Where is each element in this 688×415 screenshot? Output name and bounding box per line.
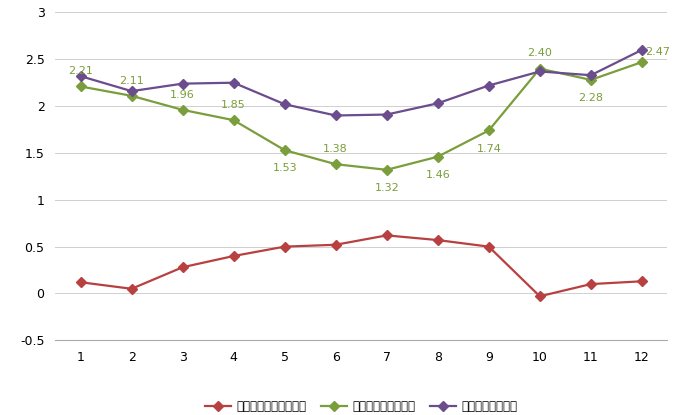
全国平均－北海道 <box>383 112 391 117</box>
九州・沖縄－北海道 <box>383 167 391 172</box>
全国平均－九州・沖縄 <box>383 233 391 238</box>
九州・沖縄－北海道 <box>76 84 85 89</box>
全国平均－北海道 <box>281 102 289 107</box>
Text: 2.28: 2.28 <box>579 93 603 103</box>
全国平均－北海道 <box>178 81 186 86</box>
Line: 全国平均－北海道: 全国平均－北海道 <box>77 46 645 119</box>
全国平均－北海道 <box>230 80 238 85</box>
全国平均－北海道 <box>484 83 493 88</box>
全国平均－北海道 <box>332 113 340 118</box>
Legend: 全国平均－九州・沖縄, 九州・沖縄－北海道, 全国平均－北海道: 全国平均－九州・沖縄, 九州・沖縄－北海道, 全国平均－北海道 <box>200 395 522 415</box>
全国平均－北海道 <box>587 73 595 78</box>
Text: 1.38: 1.38 <box>323 144 348 154</box>
全国平均－九州・沖縄 <box>433 237 442 242</box>
Text: 2.21: 2.21 <box>68 66 93 76</box>
全国平均－北海道 <box>536 69 544 74</box>
九州・沖縄－北海道 <box>536 66 544 71</box>
全国平均－九州・沖縄 <box>127 286 136 291</box>
全国平均－九州・沖縄 <box>230 254 238 259</box>
九州・沖縄－北海道 <box>178 107 186 112</box>
九州・沖縄－北海道 <box>230 118 238 123</box>
Line: 全国平均－九州・沖縄: 全国平均－九州・沖縄 <box>77 232 645 300</box>
全国平均－九州・沖縄 <box>178 265 186 270</box>
九州・沖縄－北海道 <box>587 78 595 83</box>
九州・沖縄－北海道 <box>127 93 136 98</box>
Text: 1.85: 1.85 <box>222 100 246 110</box>
全国平均－九州・沖縄 <box>76 280 85 285</box>
Text: 1.46: 1.46 <box>425 170 450 180</box>
全国平均－九州・沖縄 <box>332 242 340 247</box>
全国平均－北海道 <box>127 89 136 94</box>
Line: 九州・沖縄－北海道: 九州・沖縄－北海道 <box>77 59 645 173</box>
九州・沖縄－北海道 <box>332 162 340 167</box>
全国平均－九州・沖縄 <box>281 244 289 249</box>
九州・沖縄－北海道 <box>281 148 289 153</box>
Text: 1.74: 1.74 <box>476 144 501 154</box>
九州・沖縄－北海道 <box>433 154 442 159</box>
九州・沖縄－北海道 <box>638 60 646 65</box>
Text: 2.40: 2.40 <box>528 49 552 59</box>
全国平均－九州・沖縄 <box>536 294 544 299</box>
Text: 1.96: 1.96 <box>170 90 195 100</box>
全国平均－九州・沖縄 <box>587 282 595 287</box>
全国平均－九州・沖縄 <box>484 244 493 249</box>
Text: 1.32: 1.32 <box>374 183 399 193</box>
全国平均－北海道 <box>638 47 646 52</box>
全国平均－九州・沖縄 <box>638 279 646 284</box>
Text: 1.53: 1.53 <box>272 163 297 173</box>
全国平均－北海道 <box>433 101 442 106</box>
全国平均－北海道 <box>76 73 85 78</box>
Text: 2.47: 2.47 <box>645 47 669 57</box>
九州・沖縄－北海道 <box>484 128 493 133</box>
Text: 2.11: 2.11 <box>119 76 144 85</box>
